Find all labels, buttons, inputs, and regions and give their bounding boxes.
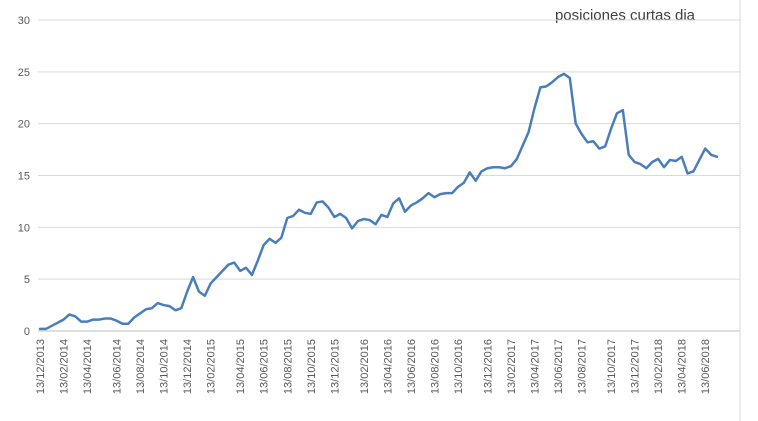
x-tick-label: 13/10/2014 [159, 339, 171, 394]
x-tick-label: 13/04/2015 [235, 339, 247, 394]
x-tick-label: 13/12/2016 [482, 339, 494, 394]
y-tick-label: 30 [18, 15, 30, 27]
x-tick-label: 13/10/2017 [606, 339, 618, 394]
x-tick-label: 13/08/2015 [282, 339, 294, 394]
x-tick-label: 13/08/2017 [577, 339, 589, 394]
x-tick-label: 13/06/2016 [406, 339, 418, 394]
y-tick-label: 0 [24, 326, 30, 338]
x-tick-label: 13/12/2015 [329, 339, 341, 394]
x-tick-label: 13/12/2017 [630, 339, 642, 394]
x-tick-label: 13/12/2014 [182, 339, 194, 394]
x-tick-label: 13/10/2015 [306, 339, 318, 394]
x-tick-label: 13/08/2016 [429, 339, 441, 394]
data-line [38, 72, 719, 331]
x-tick-label: 13/02/2014 [59, 339, 71, 394]
x-tick-label: 13/06/2018 [700, 339, 712, 394]
x-tick-label: 13/04/2016 [382, 339, 394, 394]
x-tick-label: 13/02/2015 [206, 339, 218, 394]
y-tick-label: 5 [24, 274, 30, 286]
x-tick-label: 13/06/2014 [112, 339, 124, 394]
x-tick-label: 13/08/2014 [135, 339, 147, 394]
x-tick-label: 13/06/2015 [259, 339, 271, 394]
y-tick-label: 20 [18, 119, 30, 131]
y-tick-label: 10 [18, 222, 30, 234]
x-tick-label: 13/06/2017 [553, 339, 565, 394]
x-tick-label: 13/04/2017 [530, 339, 542, 394]
x-tick-label: 13/12/2013 [35, 339, 47, 394]
y-tick-label: 25 [18, 67, 30, 79]
x-tick-label: 13/02/2018 [653, 339, 665, 394]
chart-title: posiciones curtas dia [555, 7, 696, 24]
x-tick-label: 13/02/2017 [506, 339, 518, 394]
x-tick-label: 13/10/2016 [453, 339, 465, 394]
x-tick-label: 13/02/2016 [359, 339, 371, 394]
x-tick-label: 13/04/2018 [677, 339, 689, 394]
x-tick-label: 13/04/2014 [82, 339, 94, 394]
y-tick-label: 15 [18, 171, 30, 183]
